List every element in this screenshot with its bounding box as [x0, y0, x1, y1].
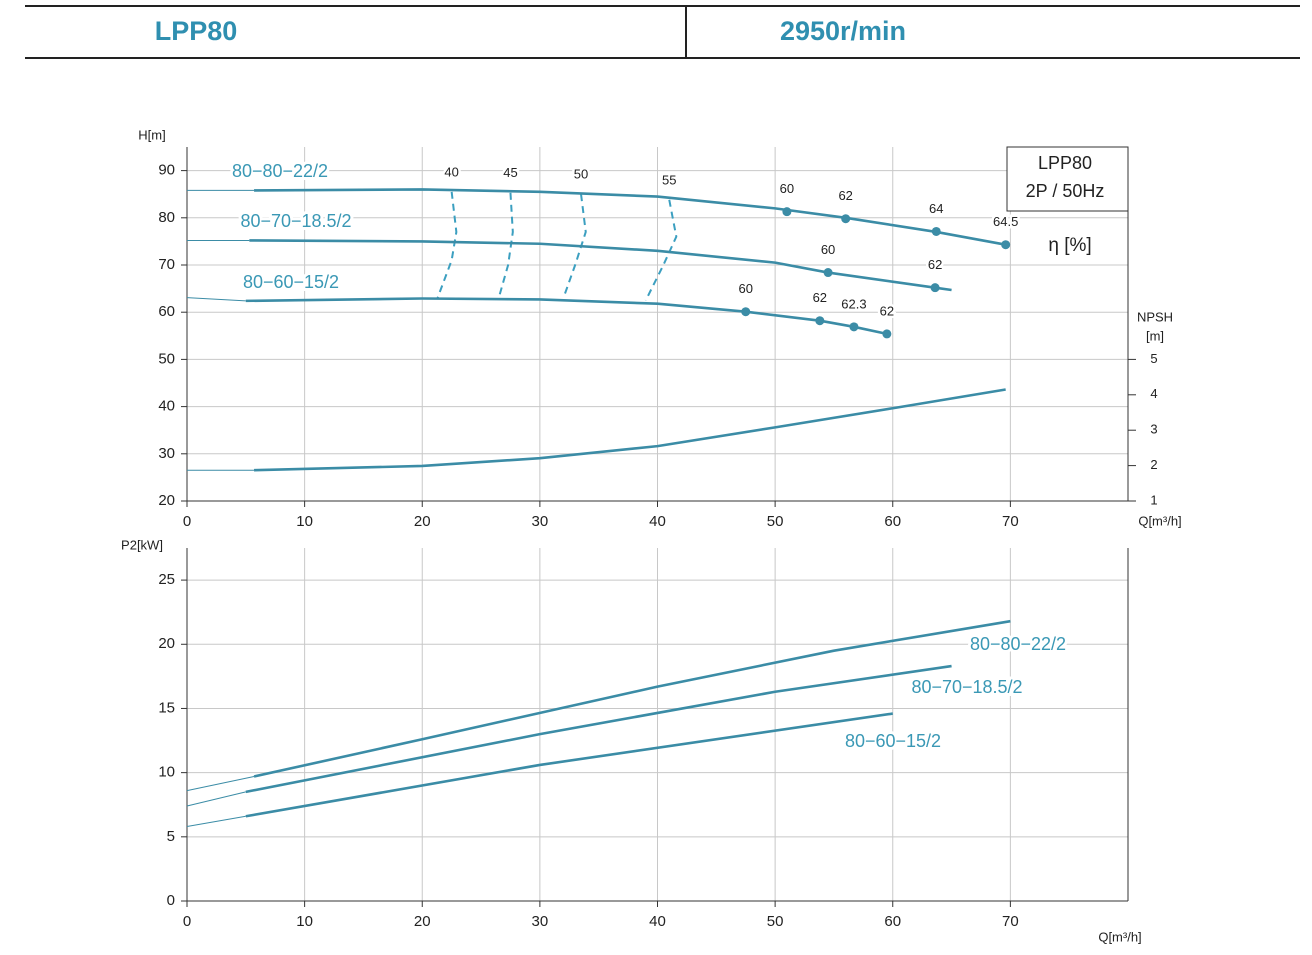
efficiency-point: [815, 316, 825, 326]
y-tick-label: 90: [158, 162, 175, 179]
x-tick-label: 10: [296, 913, 313, 930]
y-tick-label: 30: [158, 445, 175, 462]
x-tick-label: 60: [884, 513, 901, 530]
efficiency-point-label: 60: [821, 242, 835, 257]
efficiency-point: [931, 226, 941, 236]
x-tick-label: 70: [1002, 913, 1019, 930]
y-tick-label: 40: [158, 398, 175, 415]
x-tick-label: 40: [649, 513, 666, 530]
iso-efficiency-label: 50: [574, 167, 588, 182]
series-line: [186, 815, 246, 828]
efficiency-point: [849, 322, 859, 332]
efficiency-point: [741, 307, 751, 317]
x-tick-label: 50: [767, 513, 784, 530]
series-line: [186, 775, 255, 792]
series-line: [254, 188, 1006, 246]
series-line: [186, 791, 246, 807]
series-name: 80−80−22/2: [970, 634, 1066, 654]
x-tick-label: 0: [183, 513, 191, 530]
x-tick-label: 50: [767, 913, 784, 930]
efficiency-point-label: 60: [738, 281, 752, 296]
y-tick-label: 80: [158, 209, 175, 226]
efficiency-point-label: 62.3: [841, 296, 866, 311]
y2-tick-label: 1: [1150, 492, 1157, 507]
y2-tick-label: 4: [1150, 386, 1157, 401]
iso-efficiency-label: 45: [503, 165, 517, 180]
efficiency-point: [823, 268, 833, 278]
series-name: 80−60−15/2: [845, 731, 941, 751]
y2-tick-label: 5: [1150, 351, 1157, 366]
series-line: [245, 712, 893, 818]
iso-efficiency-line: [497, 192, 514, 299]
y-tick-label: 10: [158, 764, 175, 781]
y-tick-label: 0: [167, 892, 175, 909]
series-name: 80−60−15/2: [243, 272, 339, 292]
y-tick-label: 20: [158, 635, 175, 652]
y-axis-label: P2[kW]: [121, 537, 163, 552]
efficiency-point-label: 62: [880, 303, 894, 318]
x-tick-label: 70: [1002, 513, 1019, 530]
series-name: 80−70−18.5/2: [911, 677, 1022, 697]
efficiency-point-label: 62: [838, 188, 852, 203]
x-axis-label: Q[m³/h]: [1098, 929, 1141, 944]
series-name: 80−70−18.5/2: [240, 211, 351, 231]
efficiency-point-label: 64: [929, 201, 943, 216]
legend-box: [1006, 146, 1129, 212]
y2-axis-label: [m]: [1146, 328, 1164, 343]
efficiency-point: [782, 207, 792, 217]
y2-axis-label: NPSH: [1137, 309, 1173, 324]
y-tick-label: 15: [158, 699, 175, 716]
speed-title: 2950r/min: [780, 16, 906, 46]
series-line: [253, 619, 1011, 778]
x-tick-label: 30: [532, 513, 549, 530]
legend-text: 2P / 50Hz: [1026, 181, 1105, 201]
iso-efficiency-label: 40: [444, 164, 458, 179]
y-tick-label: 60: [158, 303, 175, 320]
y-axis-label: H[m]: [138, 127, 165, 142]
y2-tick-label: 2: [1150, 457, 1157, 472]
legend-text: LPP80: [1038, 153, 1092, 173]
series-line: [254, 388, 1006, 472]
x-tick-label: 0: [183, 913, 191, 930]
efficiency-point-label: 62: [813, 290, 827, 305]
series-line: [245, 297, 888, 336]
efficiency-point-label: 62: [928, 257, 942, 272]
x-tick-label: 10: [296, 513, 313, 530]
efficiency-point: [930, 283, 940, 293]
efficiency-point-label: 60: [780, 181, 794, 196]
y-tick-label: 20: [158, 492, 175, 509]
efficiency-point-label: 64.5: [993, 214, 1018, 229]
series-line: [249, 239, 952, 292]
iso-efficiency-line: [436, 191, 458, 299]
iso-efficiency-line: [562, 194, 587, 299]
efficiency-point: [841, 214, 851, 224]
model-title: LPP80: [155, 16, 238, 46]
y-tick-label: 70: [158, 256, 175, 273]
x-tick-label: 20: [414, 513, 431, 530]
x-tick-label: 40: [649, 913, 666, 930]
x-tick-label: 60: [884, 913, 901, 930]
x-tick-label: 30: [532, 913, 549, 930]
efficiency-point: [882, 329, 892, 339]
series-line: [245, 664, 952, 794]
efficiency-label: η [%]: [1048, 235, 1091, 256]
y-tick-label: 5: [167, 828, 175, 845]
x-axis-label: Q[m³/h]: [1138, 513, 1181, 528]
iso-efficiency-label: 55: [662, 172, 676, 187]
series-name: 80−80−22/2: [232, 161, 328, 181]
y2-tick-label: 3: [1150, 422, 1157, 437]
series-line: [186, 297, 246, 302]
y-tick-label: 25: [158, 571, 175, 588]
y-tick-label: 50: [158, 350, 175, 367]
efficiency-point: [1001, 240, 1011, 250]
x-tick-label: 20: [414, 913, 431, 930]
